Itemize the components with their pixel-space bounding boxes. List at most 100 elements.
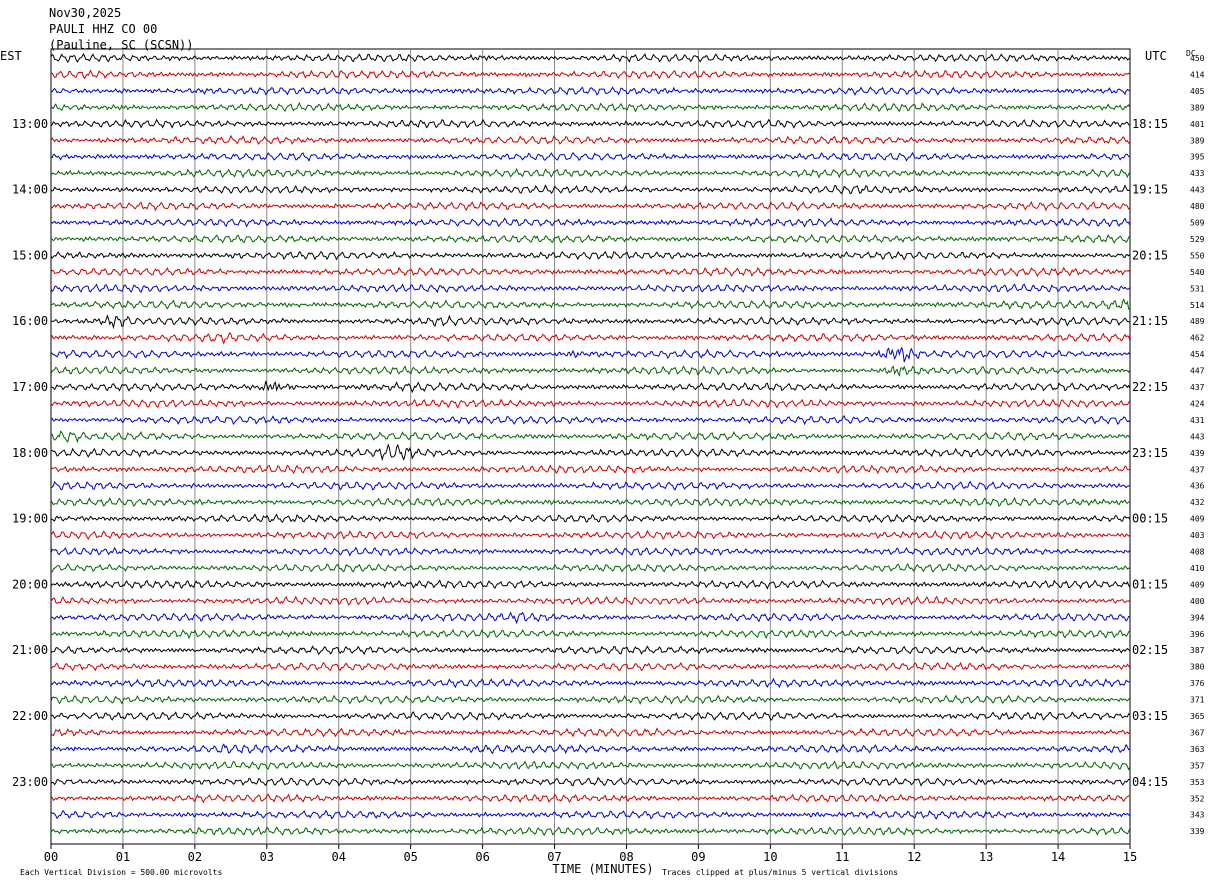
dc-offset-label: 405	[1190, 87, 1205, 96]
dc-offset-label: 371	[1190, 696, 1205, 705]
axis-labels: EST UTC DC 13:00 14:00 15:00 16:00 17:00 18:00 19…	[0, 49, 1205, 877]
dc-offset-label: 509	[1190, 219, 1205, 228]
seismic-trace	[50, 52, 1131, 64]
x-tick-label: 09	[691, 850, 705, 864]
dc-label: DC	[1186, 49, 1196, 58]
dc-offset-label: 401	[1190, 120, 1205, 129]
left-hour-label: 21:00	[12, 643, 48, 657]
seismic-trace	[50, 430, 1131, 444]
seismic-trace	[50, 826, 1131, 837]
dc-offset-label: 424	[1190, 399, 1205, 408]
dc-offset-label: 529	[1190, 235, 1205, 244]
dc-offset-label: 403	[1190, 531, 1205, 540]
dc-offset-label: 432	[1190, 498, 1205, 507]
station-label: PAULI HHZ CO 00	[49, 22, 158, 36]
seismic-traces	[50, 52, 1131, 837]
seismic-trace	[50, 645, 1131, 656]
right-hour-label: 18:15	[1132, 117, 1168, 131]
footer-right-note: Traces clipped at plus/minus 5 vertical …	[662, 868, 898, 877]
x-tick-label: 10	[763, 850, 777, 864]
seismic-trace	[50, 134, 1131, 145]
seismic-trace	[51, 233, 1131, 244]
seismic-trace	[50, 694, 1131, 705]
dc-offset-label: 447	[1190, 367, 1205, 376]
dc-offset-label: 343	[1190, 811, 1205, 820]
dc-offset-label: 389	[1190, 103, 1205, 112]
x-tick-label: 07	[547, 850, 561, 864]
dc-offset-label: 489	[1190, 317, 1205, 326]
seismic-trace	[50, 346, 1131, 363]
left-hour-label: 13:00	[12, 117, 48, 131]
dc-offset-label: 367	[1190, 728, 1205, 737]
seismic-trace	[50, 809, 1131, 820]
right-hour-label: 00:15	[1132, 512, 1168, 526]
dc-offset-label: 339	[1190, 827, 1205, 836]
dc-offset-label: 437	[1190, 383, 1205, 392]
dc-offset-label: 462	[1190, 334, 1205, 343]
seismic-trace	[50, 86, 1130, 96]
right-zone-label: UTC	[1145, 49, 1167, 63]
dc-offset-label: 353	[1190, 778, 1205, 787]
dc-offset-label: 514	[1190, 301, 1205, 310]
seismic-trace	[50, 151, 1130, 162]
dc-offset-label: 352	[1190, 794, 1205, 803]
dc-offset-label: 431	[1190, 416, 1205, 425]
dc-offset-label: 531	[1190, 284, 1205, 293]
date-label: Nov30,2025	[49, 6, 122, 20]
right-hour-label: 04:15	[1132, 775, 1168, 789]
left-hour-label: 16:00	[12, 314, 48, 328]
dc-offset-label: 437	[1190, 465, 1205, 474]
x-tick-label: 03	[260, 850, 274, 864]
dc-offset-label: 357	[1190, 761, 1205, 770]
x-tick-label: 04	[332, 850, 346, 864]
seismic-trace	[50, 711, 1131, 721]
right-hour-label: 21:15	[1132, 314, 1168, 328]
x-tick-label: 06	[475, 850, 489, 864]
seismic-trace	[50, 298, 1131, 311]
seismic-trace	[50, 331, 1131, 345]
dc-offset-label: 394	[1190, 613, 1205, 622]
left-hour-label: 22:00	[12, 709, 48, 723]
dc-offset-label: 396	[1190, 630, 1205, 639]
left-zone-label: EST	[0, 49, 22, 63]
dc-offset-label: 454	[1190, 350, 1205, 359]
seismic-trace	[50, 562, 1130, 573]
seismic-trace	[50, 184, 1130, 195]
right-hour-label: 03:15	[1132, 709, 1168, 723]
left-hour-label: 15:00	[12, 248, 48, 262]
seismic-trace	[50, 661, 1131, 672]
right-hour-label: 02:15	[1132, 643, 1168, 657]
left-hour-label: 14:00	[12, 183, 48, 197]
seismic-trace	[50, 398, 1131, 409]
dc-offset-label: 395	[1190, 153, 1205, 162]
dc-offset-label: 436	[1190, 482, 1205, 491]
seismic-trace	[50, 611, 1130, 625]
seismic-trace	[50, 69, 1131, 80]
dc-offset-label: 387	[1190, 646, 1205, 655]
seismic-trace	[50, 200, 1131, 212]
dc-offset-label: 414	[1190, 70, 1205, 79]
left-hour-label: 20:00	[12, 577, 48, 591]
x-tick-label: 11	[835, 850, 849, 864]
dc-offset-label: 443	[1190, 432, 1205, 441]
left-hour-label: 19:00	[12, 512, 48, 526]
x-tick-label: 14	[1051, 850, 1065, 864]
seismic-trace	[50, 443, 1131, 462]
x-tick-label: 02	[188, 850, 202, 864]
dc-offset-label: 409	[1190, 580, 1205, 589]
x-tick-label: 12	[907, 850, 921, 864]
dc-offset-label: 408	[1190, 548, 1205, 557]
seismic-trace	[50, 793, 1130, 804]
left-hour-label: 23:00	[12, 775, 48, 789]
x-axis-title: TIME (MINUTES)	[552, 862, 653, 876]
seismic-trace	[50, 529, 1131, 541]
dc-offset-label: 443	[1190, 186, 1205, 195]
seismic-trace	[50, 743, 1130, 755]
seismic-trace	[50, 118, 1130, 129]
right-hour-label: 01:15	[1132, 577, 1168, 591]
seismic-trace	[50, 677, 1130, 689]
dc-offset-label: 410	[1190, 564, 1205, 573]
right-hour-label: 20:15	[1132, 248, 1168, 262]
dc-offset-label: 439	[1190, 449, 1205, 458]
right-hour-label: 19:15	[1132, 183, 1168, 197]
